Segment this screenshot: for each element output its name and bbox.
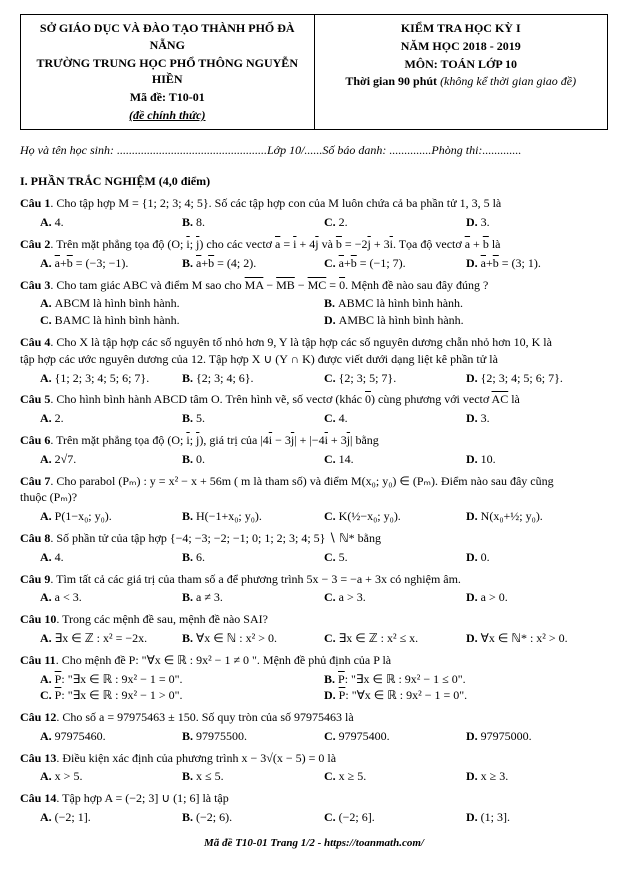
q13-options: A. x > 5. B. x ≤ 5. C. x ≥ 5. D. x ≥ 3. — [20, 768, 608, 785]
exam-title: KIỂM TRA HỌC KỲ I — [321, 20, 602, 37]
question-11: Câu 11. Cho mệnh đề P: "∀x ∈ ℝ : 9x² − 1… — [20, 652, 608, 669]
question-14: Câu 14. Tập hợp A = (−2; 3] ∪ (1; 6] là … — [20, 790, 608, 807]
official-line: (đề chính thức) — [27, 107, 308, 124]
header-right: KIỂM TRA HỌC KỲ I NĂM HỌC 2018 - 2019 MÔ… — [315, 15, 608, 129]
time-line: Thời gian 90 phút (không kể thời gian gi… — [321, 73, 602, 90]
exam-code: Mã đề: T10-01 — [27, 89, 308, 106]
q4-options: A. {1; 2; 3; 4; 5; 6; 7}. B. {2; 3; 4; 6… — [20, 370, 608, 387]
question-3: Câu 3. Cho tam giác ABC và điểm M sao ch… — [20, 277, 608, 294]
question-1: Câu 1. Cho tập hợp M = {1; 2; 3; 4; 5}. … — [20, 195, 608, 212]
q11-options: A. P: "∃x ∈ ℝ : 9x² − 1 = 0". B. P: "∃x … — [20, 671, 608, 705]
header-box: SỞ GIÁO DỤC VÀ ĐÀO TẠO THÀNH PHỐ ĐÀ NẴNG… — [20, 14, 608, 130]
question-10: Câu 10. Trong các mệnh đề sau, mệnh đề n… — [20, 611, 608, 628]
q3-options: A. ABCM là hình bình hành. B. ABMC là hì… — [20, 295, 608, 329]
q6-options: A. 2√7. B. 0. C. 14. D. 10. — [20, 451, 608, 468]
question-2: Câu 2. Trên mặt phẳng tọa độ (O; i; j) c… — [20, 236, 608, 253]
org-line: SỞ GIÁO DỤC VÀ ĐÀO TẠO THÀNH PHỐ ĐÀ NẴNG — [27, 20, 308, 54]
subject-line: MÔN: TOÁN LỚP 10 — [321, 56, 602, 73]
school-line: TRƯỜNG TRUNG HỌC PHỔ THÔNG NGUYỄN HIỀN — [27, 55, 308, 89]
question-6: Câu 6. Trên mặt phẳng tọa độ (O; i; j), … — [20, 432, 608, 449]
section-1-title: I. PHẦN TRẮC NGHIỆM (4,0 điểm) — [20, 173, 608, 190]
q7-options: A. P(1−x₀; y₀). B. H(−1+x₀; y₀). C. K(½−… — [20, 508, 608, 525]
question-9: Câu 9. Tìm tất cả các giá trị của tham s… — [20, 571, 608, 588]
question-4: Câu 4. Cho X là tập hợp các số nguyên tố… — [20, 334, 608, 368]
q12-options: A. 97975460. B. 97975500. C. 97975400. D… — [20, 728, 608, 745]
year-line: NĂM HỌC 2018 - 2019 — [321, 38, 602, 55]
q8-options: A. 4. B. 6. C. 5. D. 0. — [20, 549, 608, 566]
question-8: Câu 8. Số phần tử của tập hợp {−4; −3; −… — [20, 530, 608, 547]
header-left: SỞ GIÁO DỤC VÀ ĐÀO TẠO THÀNH PHỐ ĐÀ NẴNG… — [21, 15, 315, 129]
question-12: Câu 12. Cho số a = 97975463 ± 150. Số qu… — [20, 709, 608, 726]
question-13: Câu 13. Điều kiện xác định của phương tr… — [20, 750, 608, 767]
q9-options: A. a < 3. B. a ≠ 3. C. a > 3. D. a > 0. — [20, 589, 608, 606]
q1-options: A. 4. B. 8. C. 2. D. 3. — [20, 214, 608, 231]
q2-options: A. a+b = (−3; −1). B. a+b = (4; 2). C. a… — [20, 255, 608, 272]
q14-options: A. (−2; 1]. B. (−2; 6). C. (−2; 6]. D. (… — [20, 809, 608, 826]
question-7: Câu 7. Cho parabol (Pₘ) : y = x² − x + 5… — [20, 473, 608, 507]
page-footer: Mã đề T10-01 Trang 1/2 - https://toanmat… — [20, 836, 608, 851]
q10-options: A. ∃x ∈ ℤ : x² = −2x. B. ∀x ∈ ℕ : x² > 0… — [20, 630, 608, 647]
q5-options: A. 2. B. 5. C. 4. D. 3. — [20, 410, 608, 427]
question-5: Câu 5. Cho hình bình hành ABCD tâm O. Tr… — [20, 391, 608, 408]
fill-line: Họ và tên học sinh: ....................… — [20, 142, 608, 159]
